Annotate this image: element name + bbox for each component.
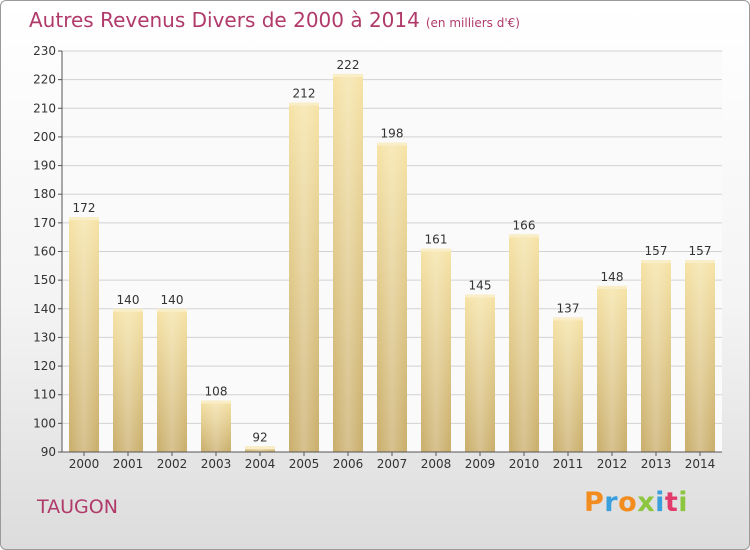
data-label: 148 [601,270,624,284]
x-tick-label: 2014 [685,457,716,471]
x-tick-label: 2005 [289,457,320,471]
bar-highlight [201,400,231,452]
bar-highlight [685,260,715,452]
y-tick-label: 150 [33,273,56,287]
bar-highlight [289,102,319,453]
y-tick-label: 120 [33,359,56,373]
x-tick-label: 2012 [597,457,628,471]
bar-top [509,234,539,238]
bar-top [245,446,275,450]
x-tick-label: 2000 [69,457,100,471]
bar-highlight [553,317,583,452]
bar-highlight [69,217,99,452]
chart-title: Autres Revenus Divers de 2000 à 2014 (en … [29,8,520,32]
x-tick-label: 2006 [333,457,364,471]
y-tick-label: 180 [33,187,56,201]
chart-title-unit: (en milliers d'€) [425,16,520,30]
logo-letter: r [604,487,619,518]
bar-highlight [421,248,451,452]
bar-top [685,260,715,264]
data-label: 157 [645,244,668,258]
y-tick-label: 140 [33,302,56,316]
x-tick-label: 2010 [509,457,540,471]
data-label: 92 [252,430,267,444]
bar-top [597,285,627,289]
x-tick-label: 2002 [157,457,188,471]
y-tick-label: 110 [33,388,56,402]
bar-top [289,102,319,106]
x-tick-label: 2003 [201,457,232,471]
bar-highlight [333,73,363,453]
bar-top [333,73,363,77]
proxiti-logo: Proxiti [584,487,688,518]
data-label: 198 [381,127,404,141]
data-label: 212 [293,87,316,101]
bar-top [157,308,187,312]
y-tick-label: 90 [41,445,56,459]
data-label: 172 [73,201,96,215]
y-tick-label: 130 [33,330,56,344]
chart-title-text: Autres Revenus Divers de 2000 à 2014 [29,8,420,32]
x-tick-label: 2001 [113,457,144,471]
y-tick-label: 170 [33,216,56,230]
bars [69,73,715,453]
data-label: 157 [689,244,712,258]
bar-top [377,142,407,146]
y-tick-label: 100 [33,416,56,430]
bar-highlight [157,308,187,452]
logo-letter: x [637,487,656,518]
data-label: 161 [425,233,448,247]
x-tick-label: 2008 [421,457,452,471]
data-label: 166 [513,218,536,232]
logo-letter: o [618,487,638,518]
bar-highlight [377,142,407,452]
y-tick-label: 220 [33,73,56,87]
data-label: 222 [337,58,360,72]
x-tick-label: 2013 [641,457,672,471]
data-label: 140 [161,293,184,307]
logo-letter: i [655,487,665,518]
x-tick-label: 2004 [245,457,276,471]
logo-letter: i [678,487,689,518]
bar-top [201,400,231,404]
bar-top [465,294,495,298]
bar-top [69,217,99,221]
axes: 90 100 110 120 130 140 150 160 170 180 190 200 210 22… [33,44,722,471]
bar-highlight [597,285,627,452]
data-label: 145 [469,278,492,292]
y-tick-label: 200 [33,130,56,144]
commune-name: TAUGON [37,496,118,518]
y-tick-label: 230 [33,44,56,58]
x-tick-label: 2007 [377,457,408,471]
logo-letter: P [584,487,605,518]
data-label: 137 [557,301,580,315]
x-tick-label: 2011 [553,457,584,471]
bar-top [553,317,583,321]
y-tick-label: 210 [33,101,56,115]
x-tick-label: 2009 [465,457,496,471]
bar-highlight [113,308,143,452]
bar-top [421,248,451,252]
bar-top [113,308,143,312]
bar-highlight [509,234,539,452]
data-labels: 172 140 140 108 92 212 222 198 161 145 166 137 148 15… [73,58,712,444]
data-label: 108 [205,384,228,398]
data-label: 140 [117,293,140,307]
bar-highlight [641,260,671,452]
logo-letter: t [664,487,679,518]
bar-top [641,260,671,264]
y-tick-label: 190 [33,159,56,173]
bar-highlight [465,294,495,452]
y-tick-label: 160 [33,245,56,259]
